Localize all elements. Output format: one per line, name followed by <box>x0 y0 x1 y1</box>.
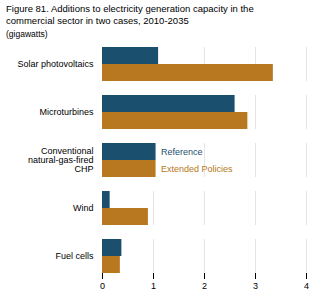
html-text:Figure 81. Additions to electr: Figure 81. Additions to electricity gene… <box>6 3 254 26</box>
svg-text:2: 2 <box>202 281 207 291</box>
svg-text:Conventionalnatural-gas-firedC: Conventionalnatural-gas-firedCHP <box>28 146 94 174</box>
svg-text:1: 1 <box>151 281 156 291</box>
svg-text:Wind: Wind <box>73 203 94 213</box>
svg-text:Solar photovoltaics: Solar photovoltaics <box>17 59 94 69</box>
svg-text:3: 3 <box>253 281 258 291</box>
svg-text:Microturbines: Microturbines <box>39 107 94 117</box>
svg-text:Fuel cells: Fuel cells <box>55 251 94 261</box>
html-text:(gigawatts): (gigawatts) <box>6 29 48 39</box>
svg-text:0: 0 <box>100 281 105 291</box>
svg-text:4: 4 <box>304 281 309 291</box>
svg-text:Extended Policies: Extended Policies <box>161 164 233 174</box>
svg-text:Reference: Reference <box>161 147 203 157</box>
